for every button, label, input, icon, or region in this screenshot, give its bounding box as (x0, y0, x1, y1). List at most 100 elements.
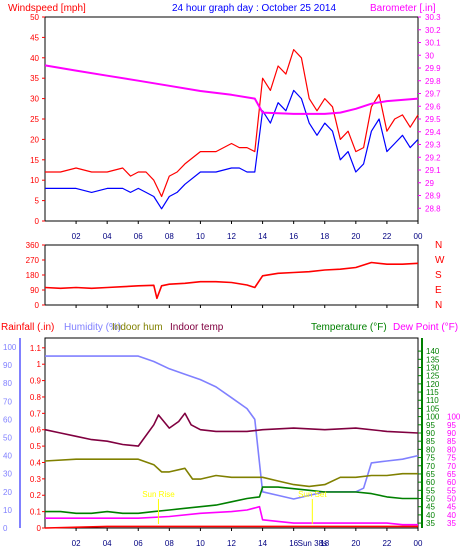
panel3-header-label: Indoor temp (170, 322, 224, 333)
dew-y-tick-label: 45 (447, 503, 456, 512)
wind-y-tick-label: 20 (30, 135, 39, 144)
panel3-x-tick-label: 06 (134, 539, 143, 548)
panel3-x-tick-label: 22 (382, 539, 391, 548)
humidity-y-tick-label: 80 (3, 379, 12, 388)
panel1-x-tick-label: 06 (134, 232, 143, 241)
dir-y-tick-label: 90 (30, 286, 39, 295)
temp-y-tick-label: 50 (426, 495, 435, 504)
dir-y-tick-label: 270 (26, 256, 40, 265)
panel2-frame (44, 244, 419, 306)
panel3-x-tick-label: 16 (289, 539, 298, 548)
humidity-y-tick-label: 90 (3, 361, 12, 370)
panel3-x-tick-label: 04 (103, 539, 112, 548)
baro-y-tick-label: 29.3 (425, 141, 441, 150)
wind-y-tick-label: 5 (35, 197, 40, 206)
panel3-x-tick-label: 00 (414, 539, 423, 548)
dew-y-tick-label: 65 (447, 470, 456, 479)
temp-y-tick-label: 100 (426, 413, 440, 422)
rain-y-tick-label: 0.1 (30, 508, 42, 517)
humidity-y-tick-label: 60 (3, 415, 12, 424)
temp-y-tick-label: 135 (426, 355, 440, 364)
panel3-header-label: Indoor hum (112, 322, 163, 333)
rain-y-tick-label: 0 (37, 524, 42, 533)
rain-y-tick-label: 0.6 (30, 426, 42, 435)
temp-y-tick-label: 130 (426, 363, 440, 372)
humidity-y-tick-label: 50 (3, 434, 12, 443)
baro-y-tick-label: 29.4 (425, 128, 441, 137)
temp-y-tick-label: 115 (426, 388, 439, 397)
dew-y-tick-label: 60 (447, 478, 456, 487)
indoor-temp-line (44, 412, 419, 447)
wind-y-tick-label: 25 (30, 115, 39, 124)
temp-y-tick-label: 40 (426, 511, 435, 520)
barometer-line (44, 64, 419, 115)
rain-y-tick-label: 0.2 (30, 491, 42, 500)
sunrise-label: Sun Rise (142, 490, 175, 499)
wind-axis-label: Windspeed [mph] (8, 3, 86, 14)
rain-y-tick-label: 0.5 (30, 442, 42, 451)
dew-y-tick-label: 95 (447, 421, 456, 430)
baro-y-tick-label: 29 (425, 179, 434, 188)
humidity-y-tick-label: 100 (3, 343, 17, 352)
panel3-x-tick-label: 02 (72, 539, 81, 548)
rain-y-tick-label: 0.4 (30, 458, 42, 467)
baro-y-tick-label: 29.8 (425, 77, 441, 86)
panel3-x-tick-label: 18 (320, 539, 329, 548)
dir-y-tick-label: 180 (26, 271, 40, 280)
temp-y-tick-label: 65 (426, 470, 435, 479)
baro-y-tick-label: 29.2 (425, 153, 441, 162)
temp-y-tick-label: 110 (426, 396, 439, 405)
panel3-x-tick-label: 20 (351, 539, 360, 548)
rain-y-tick-label: 1 (37, 360, 42, 369)
baro-y-tick-label: 29.1 (425, 166, 441, 175)
sunset-label: Sun Set (298, 490, 327, 499)
baro-y-tick-label: 28.9 (425, 192, 441, 201)
baro-y-tick-label: 30.1 (425, 39, 441, 48)
dew-y-tick-label: 90 (447, 429, 456, 438)
humidity-y-tick-label: 70 (3, 397, 12, 406)
humidity-y-tick-label: 30 (3, 470, 12, 479)
panel1-x-tick-label: 20 (351, 232, 360, 241)
baro-y-tick-label: 30.2 (425, 26, 441, 35)
dew-y-tick-label: 80 (447, 445, 456, 454)
wind-y-tick-label: 0 (35, 217, 40, 226)
dew-y-tick-label: 35 (447, 519, 456, 528)
panel1-x-tick-label: 04 (103, 232, 112, 241)
panel1-x-tick-label: 18 (320, 232, 329, 241)
dew-y-tick-label: 70 (447, 462, 456, 471)
temp-y-tick-label: 90 (426, 429, 435, 438)
panel3-frame (44, 337, 419, 529)
compass-letter: N (435, 240, 442, 251)
panel1-x-tick-label: 12 (227, 232, 236, 241)
baro-y-tick-label: 29.6 (425, 102, 441, 111)
humidity-y-tick-label: 20 (3, 488, 12, 497)
temperature-line (45, 486, 418, 515)
panel3-x-tick-label: 12 (227, 539, 236, 548)
temp-y-tick-label: 95 (426, 421, 435, 430)
wind-y-tick-label: 40 (30, 54, 39, 63)
panel1-x-tick-label: 22 (382, 232, 391, 241)
panel3-x-tick-label: 10 (196, 539, 205, 548)
rain-y-tick-label: 0.7 (30, 409, 42, 418)
dew-point-line (45, 505, 418, 526)
temp-y-tick-label: 125 (426, 372, 440, 381)
temp-y-tick-label: 60 (426, 478, 435, 487)
dir-y-tick-label: 360 (26, 241, 40, 250)
dew-y-tick-label: 100 (447, 413, 461, 422)
temp-y-tick-label: 120 (426, 380, 440, 389)
wind-average-line (45, 89, 419, 210)
compass-letter: S (435, 270, 442, 281)
baro-y-tick-label: 29.9 (425, 64, 441, 73)
rain-y-tick-label: 0.9 (30, 377, 42, 386)
baro-y-tick-label: 29.5 (425, 115, 441, 124)
dew-y-tick-label: 85 (447, 437, 456, 446)
dew-y-tick-label: 75 (447, 454, 456, 463)
panel1-x-tick-label: 16 (289, 232, 298, 241)
panel3-header-label: Rainfall (.in) (1, 322, 54, 333)
panel3-header-label: Dew Point (°F) (393, 322, 458, 333)
temp-y-tick-label: 105 (426, 404, 440, 413)
compass-letter: N (435, 300, 442, 311)
compass-letter: W (435, 255, 445, 266)
panel3-header-label: Temperature (°F) (311, 322, 387, 333)
